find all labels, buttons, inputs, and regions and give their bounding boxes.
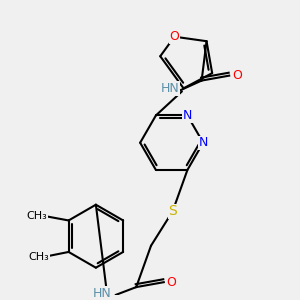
Text: CH₃: CH₃ — [27, 211, 47, 220]
Text: HN: HN — [161, 82, 179, 95]
Text: O: O — [232, 69, 242, 82]
Text: O: O — [169, 30, 179, 43]
Text: O: O — [167, 276, 177, 289]
Text: HN: HN — [92, 286, 111, 299]
Text: N: N — [199, 136, 208, 149]
Text: S: S — [168, 204, 177, 218]
Text: N: N — [183, 109, 192, 122]
Text: CH₃: CH₃ — [29, 252, 50, 262]
